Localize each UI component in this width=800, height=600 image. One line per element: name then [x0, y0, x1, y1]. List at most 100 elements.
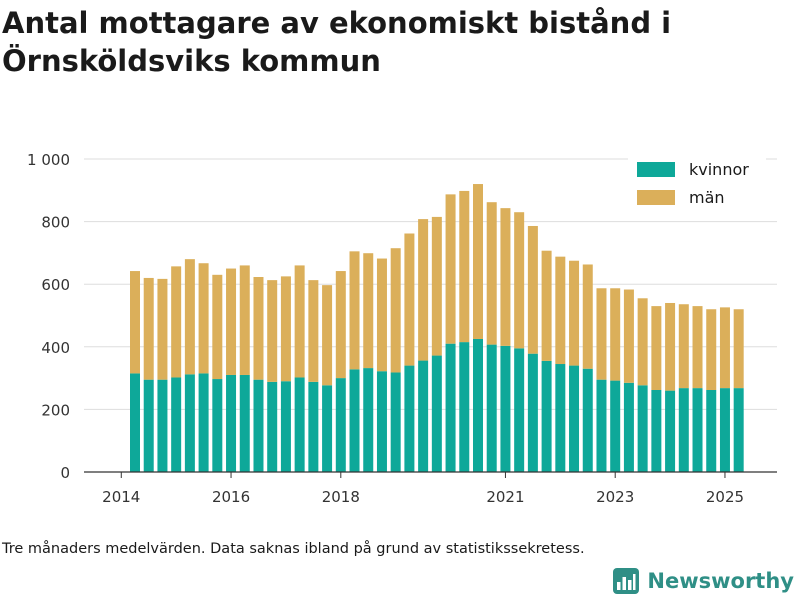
x-tick-label: 2023	[596, 488, 634, 506]
bar-kvinnor	[130, 373, 140, 472]
bar-man	[527, 225, 538, 354]
x-tick-label: 2014	[102, 488, 140, 506]
legend-label: män	[689, 188, 725, 207]
bar-kvinnor	[665, 390, 676, 472]
bar-kvinnor	[500, 345, 511, 472]
bar-man	[335, 271, 346, 379]
bar-kvinnor	[473, 338, 483, 472]
bar-kvinnor	[404, 365, 415, 472]
bar-man	[678, 304, 689, 389]
bar-man	[184, 259, 195, 375]
bar-man	[212, 274, 223, 380]
bar-man	[431, 216, 442, 356]
bar-man	[376, 258, 387, 372]
legend-label: kvinnor	[689, 160, 749, 179]
bar-kvinnor	[445, 343, 456, 472]
bar-man	[473, 184, 483, 339]
bar-man	[610, 288, 621, 381]
bar-kvinnor	[459, 342, 470, 472]
bar-kvinnor	[280, 381, 291, 472]
bar-kvinnor	[239, 374, 250, 472]
y-tick-label: 0	[60, 464, 70, 482]
bar-man	[541, 250, 552, 361]
bar-man	[418, 219, 429, 361]
bar-man	[390, 248, 401, 373]
bar-kvinnor	[157, 379, 168, 472]
bar-man	[445, 194, 456, 344]
bar-kvinnor	[527, 353, 538, 472]
bar-man	[692, 306, 703, 389]
y-tick-label: 200	[41, 401, 70, 419]
bar-man	[404, 233, 415, 366]
bar-kvinnor	[719, 388, 730, 472]
bar-man	[253, 277, 264, 380]
bar-man	[239, 265, 250, 375]
bar-man	[733, 309, 744, 389]
x-tick-label: 2018	[322, 488, 360, 506]
bar-kvinnor	[610, 380, 621, 472]
bar-kvinnor	[212, 379, 223, 472]
x-tick-label: 2025	[706, 488, 744, 506]
y-axis: 0 200 400 600 800 1 000	[27, 151, 70, 482]
bar-kvinnor	[555, 364, 566, 472]
y-tick-label: 400	[41, 339, 70, 357]
bar-chart-logo-icon	[613, 568, 640, 594]
bar-man	[651, 306, 662, 390]
bar-man	[596, 288, 607, 380]
bar-kvinnor	[678, 388, 689, 472]
legend-swatch	[637, 162, 675, 177]
bar-kvinnor	[335, 378, 346, 472]
chart-title: Antal mottagare av ekonomiskt bistånd i …	[2, 6, 672, 78]
bar-man	[623, 289, 634, 383]
bar-kvinnor	[637, 385, 648, 472]
bar-kvinnor	[582, 368, 593, 472]
bar-man	[322, 285, 333, 386]
bars	[130, 184, 744, 472]
bar-man	[280, 276, 291, 382]
bar-man	[569, 260, 580, 366]
bar-man	[157, 278, 168, 380]
legend[interactable]: kvinnor män	[628, 155, 766, 213]
bar-man	[582, 264, 593, 369]
y-tick-label: 800	[41, 214, 70, 232]
bar-kvinnor	[143, 379, 154, 472]
bar-man	[665, 302, 676, 391]
bar-kvinnor	[322, 385, 333, 472]
bar-kvinnor	[569, 365, 580, 472]
x-tick-label: 2021	[486, 488, 524, 506]
bar-kvinnor	[651, 389, 662, 472]
bar-man	[514, 212, 525, 349]
bar-kvinnor	[308, 381, 319, 472]
bar-kvinnor	[390, 372, 401, 472]
bar-man	[637, 298, 648, 386]
y-tick-label: 600	[41, 276, 70, 294]
bar-kvinnor	[541, 360, 552, 472]
bar-kvinnor	[692, 388, 703, 472]
bar-man	[267, 280, 278, 382]
bar-man	[500, 208, 511, 346]
bar-man	[143, 277, 154, 380]
brand-name: Newsworthy	[647, 569, 794, 593]
bar-man	[555, 256, 566, 365]
x-tick-label: 2016	[212, 488, 250, 506]
bar-kvinnor	[596, 379, 607, 472]
x-axis: 2014 2016 2018 2021 2023 2025	[102, 472, 744, 506]
bar-man	[198, 263, 209, 374]
bar-kvinnor	[733, 388, 744, 472]
bar-kvinnor	[253, 379, 264, 472]
bar-kvinnor	[376, 371, 387, 472]
y-tick-label: 1 000	[27, 151, 70, 169]
bar-kvinnor	[198, 373, 209, 472]
bar-man	[349, 251, 360, 370]
bar-man	[226, 268, 237, 375]
bar-man	[363, 253, 374, 369]
footnote: Tre månaders medelvärden. Data saknas ib…	[2, 541, 585, 557]
bar-kvinnor	[623, 382, 634, 472]
bar-kvinnor	[226, 374, 237, 472]
bar-kvinnor	[267, 381, 278, 472]
bar-man	[719, 307, 730, 389]
bar-kvinnor	[706, 389, 717, 472]
bar-man	[459, 190, 470, 343]
brand-logo[interactable]: Newsworthy	[613, 568, 794, 594]
